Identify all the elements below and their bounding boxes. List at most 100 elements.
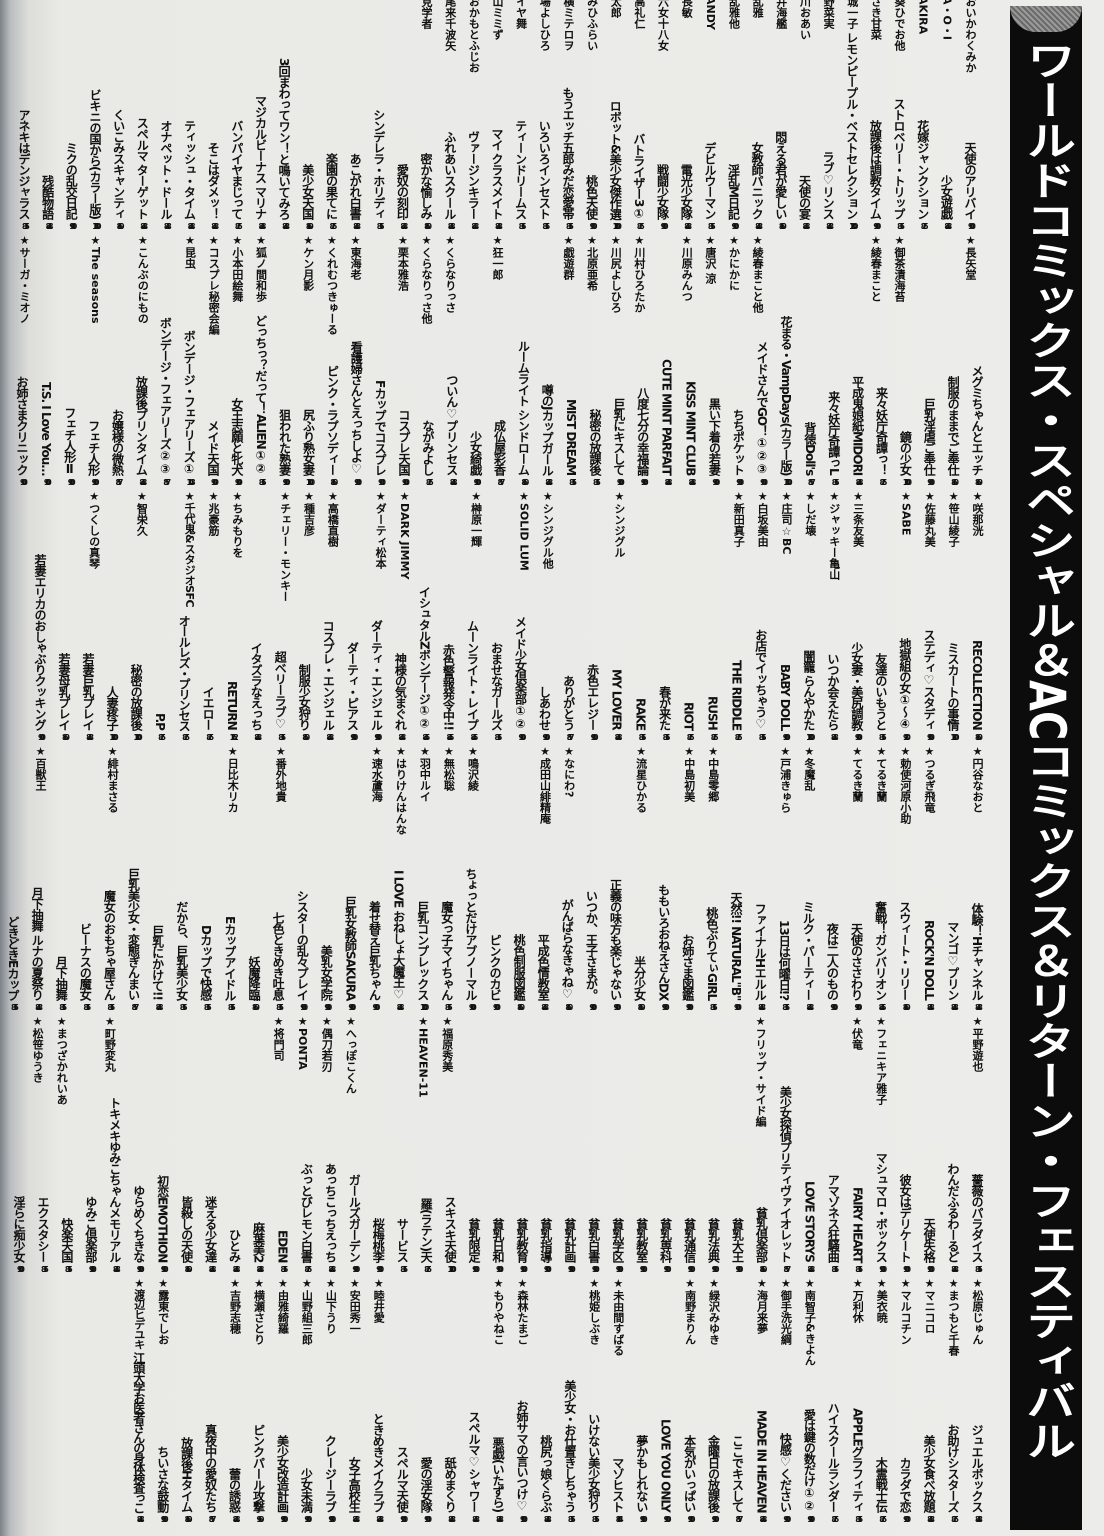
- book-author: ★咲那洸: [971, 490, 984, 536]
- book-price: 900: [712, 478, 720, 487]
- book-title: もうエッチ五郎みだ恋愛帯: [560, 87, 575, 219]
- book-price: 848: [232, 1515, 241, 1524]
- book-price: 860: [424, 222, 432, 231]
- book-price: 825: [206, 733, 214, 742]
- book-price: 848: [950, 1003, 959, 1012]
- book-title: 悶える君が愛しい: [773, 131, 788, 219]
- book-price: 825: [831, 1515, 839, 1524]
- book-title: ラブ♡リンス: [821, 151, 836, 219]
- book-title: 若妻エリカのおしゃぶりクッキング: [33, 554, 47, 730]
- book-title: フェチ人形Ⅱ: [62, 407, 77, 475]
- book-author: ★てるき蘭: [874, 745, 888, 802]
- book-title: ゆみこ倶楽部: [83, 1196, 98, 1262]
- book-price: 900: [589, 1003, 597, 1012]
- book-title: 薔薇のパラダイス: [970, 1174, 984, 1262]
- author-fragment: 乱雅他: [727, 0, 741, 29]
- author-fragment: おいかわくみか: [964, 0, 977, 73]
- book-title: 天使失格: [922, 1218, 937, 1262]
- book-title: 赤色エレジー: [585, 664, 600, 730]
- book-author: ★つくしの真琴: [87, 490, 101, 569]
- book-title: 妖魔降臨: [247, 956, 261, 1000]
- book-price: 900: [282, 478, 291, 487]
- book-author: ★SOLID LUM: [517, 490, 531, 571]
- author-fragment: 野菜実: [822, 0, 836, 29]
- book-title: Dカップで快感: [198, 925, 213, 1000]
- book-author: ★シンジグル: [612, 490, 626, 558]
- book-title: 放課後Hタイム: [179, 1436, 194, 1512]
- book-author: ★フェニキア雅子: [874, 1015, 888, 1105]
- book-price: 860: [637, 1003, 646, 1012]
- book-title: T.S. I Love You…: [38, 381, 53, 475]
- book-author: ★チェリー・モンキー: [278, 490, 292, 602]
- book-author: ★無松聡: [442, 745, 456, 791]
- book-price: 900: [17, 1265, 25, 1274]
- book-title: 13日は何曜日!?: [777, 919, 792, 1000]
- book-price: 860: [302, 733, 310, 742]
- book-title: 半分少女: [632, 956, 647, 1000]
- book-author: ★将門司: [272, 1015, 286, 1061]
- book-title: マンゴ♡プリン: [945, 921, 960, 1000]
- book-title: 噂のJカップガール: [540, 383, 555, 475]
- book-title: APPLEグラフィティ: [850, 1408, 865, 1512]
- author-fragment: 高礼仁: [632, 0, 646, 29]
- book-price: 900: [968, 222, 976, 231]
- book-price: 835: [897, 222, 905, 231]
- book-price: 900: [903, 1515, 911, 1524]
- book-author: ★中島初美: [682, 745, 696, 802]
- book-price: 900: [304, 1515, 312, 1524]
- book-price: 900: [374, 733, 382, 742]
- book-price: 900: [735, 1265, 744, 1274]
- book-author: ★偶刀若刃: [320, 1015, 334, 1072]
- book-price: 848: [543, 1515, 552, 1524]
- book-title: アネキはデンジャラス: [17, 109, 31, 219]
- book-title: ももいろおねえさんDX: [656, 883, 671, 1000]
- book-author: ★なにわ?: [562, 745, 576, 798]
- book-author: ★伏竜: [850, 1015, 864, 1050]
- book-title: おませなガールズ: [489, 642, 504, 730]
- book-price: 848: [541, 1003, 549, 1012]
- book-author: ★川尻よしひろ: [609, 234, 623, 313]
- book-author: ★PONTA: [296, 1015, 310, 1070]
- book-title: オールレズ・プリンセス: [177, 614, 192, 731]
- author-fragment: 川おあい: [798, 0, 812, 40]
- book-price: 900: [854, 733, 863, 742]
- book-price: 900: [760, 478, 768, 487]
- book-title: 天然!! NATURAL"B": [729, 891, 743, 1000]
- book-title: ティッシュ・タイム: [182, 120, 197, 219]
- book-price: 900: [43, 478, 52, 487]
- book-title: わんだふるわーるど: [946, 1163, 961, 1262]
- book-title: ステディ♡スタディ: [921, 629, 936, 730]
- book-title: 月下抽舞 ルナの夏祭り: [30, 886, 45, 1000]
- author-fragment: みひふらい: [585, 0, 599, 51]
- book-title: 若妻巨乳プレイ: [81, 653, 96, 730]
- book-title: 平成色情教室: [536, 934, 551, 1000]
- book-author: ★戸浦きゅら: [778, 745, 792, 813]
- book-title: 看護婦さんとえっちしよ♡: [349, 341, 364, 475]
- book-title: ありがとう: [561, 675, 576, 730]
- book-price: 900: [160, 1515, 169, 1524]
- book-author: ★戯遊群: [561, 234, 575, 280]
- book-title: 巨乳にキスして: [611, 398, 626, 475]
- book-price: 860: [902, 1003, 911, 1012]
- book-price: 900: [354, 478, 362, 487]
- book-author: ★南智子&きよん: [803, 1277, 817, 1366]
- book-price: 1200: [420, 1003, 429, 1012]
- book-title: ちょっとだけアブノーマル: [463, 868, 478, 1000]
- book-title: 神様の気まぐれ: [393, 653, 408, 730]
- book-price: 848: [86, 733, 94, 742]
- book-title: イタズラなえっち: [249, 642, 264, 730]
- book-title: 悪戯(いたずら): [491, 1437, 505, 1512]
- book-price: 835: [831, 478, 840, 487]
- book-price: 835: [855, 1265, 863, 1274]
- book-title: Fカップでコスプレ: [373, 379, 388, 475]
- book-price: 835: [707, 222, 716, 231]
- book-title: 天使のささわり: [849, 923, 864, 1000]
- book-price: 848: [353, 222, 361, 231]
- book-title: マシュマロ・ボックス: [874, 1152, 889, 1262]
- book-author: ★川村ひろたか: [632, 234, 646, 313]
- book-author: ★庄司☆BC: [780, 490, 793, 555]
- book-price: 848: [376, 1515, 384, 1524]
- book-title: 放課後プリンタイム: [134, 376, 149, 475]
- author-fragment: 尾来千波矢: [443, 0, 457, 51]
- book-title: 奮戦！ガンバリオン: [873, 901, 888, 1000]
